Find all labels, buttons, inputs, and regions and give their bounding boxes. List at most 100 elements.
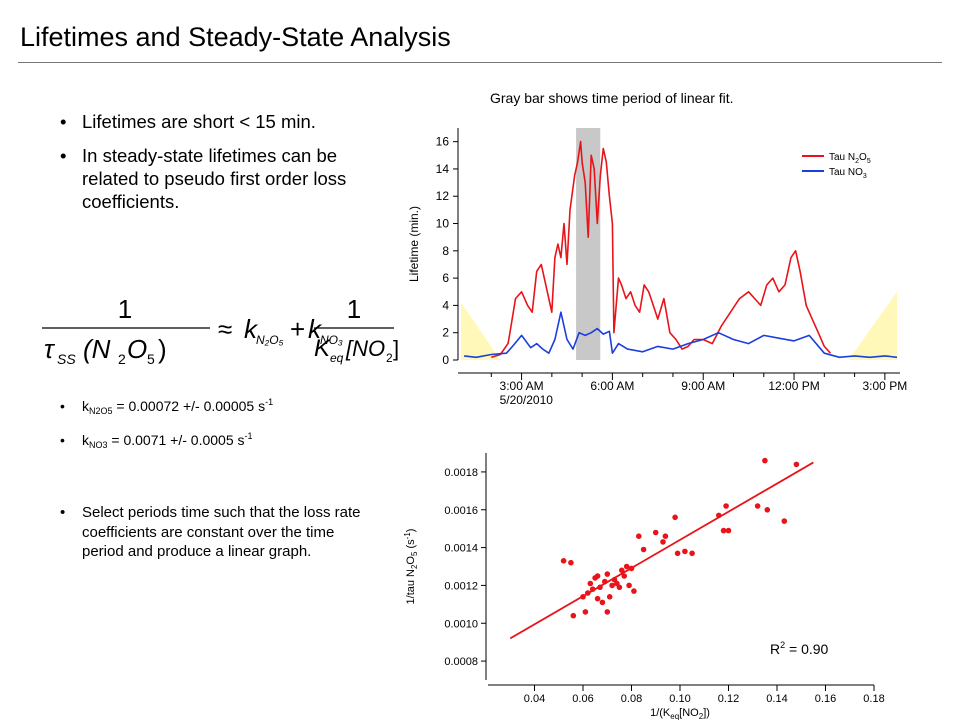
bullet-steady-state: In steady-state lifetimes can be related…	[60, 144, 390, 213]
eq-no2: [NO	[345, 336, 385, 361]
x-tick-label: 0.04	[524, 693, 545, 705]
y-tick-label: 0.0014	[444, 543, 478, 555]
fit-window-bar	[576, 128, 601, 360]
scatter-point	[619, 567, 625, 574]
k-no3-sub: NO3	[89, 440, 108, 450]
eq-k1-sub: N₂O₅	[256, 333, 284, 347]
k-no3-symbol: k	[82, 432, 89, 448]
scatter-point	[585, 590, 591, 596]
scatter-point	[626, 582, 632, 589]
x-tick-label: 0.08	[621, 693, 642, 705]
eq-tau: τ	[44, 334, 56, 364]
eq-n2o5-sub: 2	[118, 351, 126, 367]
y-tick-label: 0.0008	[444, 656, 478, 668]
night-shade-right	[848, 291, 897, 360]
k-no3-value: = 0.0071 +/- 0.0005 s	[107, 432, 245, 448]
scatter-point	[689, 550, 695, 557]
scatter-point	[652, 529, 659, 536]
scatter-point	[640, 546, 647, 553]
eq-k2: k	[308, 314, 323, 344]
eq-no2-sub: 2	[386, 351, 393, 365]
x-tick-label: 0.18	[863, 693, 884, 705]
y-tick-label: 2	[442, 326, 449, 340]
scatter-point	[762, 457, 768, 464]
eq-no2-close: ]	[393, 336, 399, 361]
k-n2o5-symbol: k	[82, 398, 89, 414]
y-tick-label: 0.0012	[444, 580, 478, 592]
scatter-point	[725, 527, 732, 534]
k-n2o5-sub: N2O5	[89, 406, 113, 416]
bullet-lifetimes: Lifetimes are short < 15 min.	[60, 110, 390, 133]
fit-line	[509, 461, 814, 640]
eq-plus: +	[290, 314, 305, 344]
y-tick-label: 0.0018	[444, 467, 478, 479]
x-tick-label: 3:00 AM	[500, 379, 544, 393]
y-tick-label: 0	[442, 353, 449, 367]
scatter-point	[594, 573, 601, 579]
x-tick-label: 6:00 AM	[590, 379, 634, 393]
scatter-point	[599, 599, 606, 606]
scatter-point	[720, 527, 727, 534]
x-tick-label: 9:00 AM	[681, 379, 725, 393]
scatter-point	[636, 533, 642, 539]
y-tick-label: 14	[436, 162, 450, 176]
eq-lhs-numerator: 1	[118, 294, 132, 324]
scatter-point	[589, 586, 596, 592]
series-line-tau-n2o5	[491, 140, 831, 359]
scatter-point	[660, 539, 666, 545]
y-tick-label: 4	[442, 298, 449, 312]
scatter-point	[568, 559, 574, 566]
page-title: Lifetimes and Steady-State Analysis	[20, 22, 451, 52]
coefficient-bullets: kN2O5 = 0.00072 +/- 0.00005 s-1 kNO3 = 0…	[60, 397, 390, 466]
scatter-point	[628, 565, 635, 572]
y-tick-label: 12	[436, 189, 450, 203]
scatter-point	[606, 594, 613, 600]
scatter-point	[609, 582, 615, 589]
eq-n2o5-n: (N	[83, 334, 111, 364]
x-date-label: 5/20/2010	[500, 393, 554, 407]
scatter-point	[793, 461, 800, 468]
k-n2o5-unit-sup: -1	[265, 397, 274, 407]
lifetime-timeseries-chart: 0 2 4 6 8 10 12 14 16 3:00 AM 6:00 AM 9:00 AM 12:00 …	[407, 128, 908, 407]
scatter-point	[723, 503, 729, 509]
eq-eq-sub: eq	[330, 351, 344, 365]
scatter-point	[604, 571, 611, 577]
x-tick-label: 0.14	[766, 693, 787, 705]
main-bullets: Lifetimes are short < 15 min. In steady-…	[60, 110, 390, 224]
scatter-point	[623, 563, 630, 570]
scatter-point	[616, 584, 623, 591]
scatter-point	[672, 514, 678, 521]
bullet-k-no3: kNO3 = 0.0071 +/- 0.0005 s-1	[60, 431, 390, 450]
eq-approx: ≈	[218, 314, 232, 344]
title-divider	[18, 62, 942, 63]
scatter-point	[764, 507, 771, 513]
scatter-point	[587, 580, 594, 587]
scatter-point	[580, 594, 586, 600]
y-tick-label: 8	[442, 244, 449, 258]
scatter-point	[754, 503, 761, 509]
steady-state-equation: 1 τ SS (N 2 O 5 ) ≈ k N₂O₅ + k NO₃	[42, 294, 343, 367]
scatter-point	[597, 584, 603, 591]
method-bullets: Select periods time such that the loss r…	[60, 503, 370, 562]
k-n2o5-value: = 0.00072 +/- 0.00005 s	[112, 398, 266, 414]
bullet-select-periods: Select periods time such that the loss r…	[60, 503, 370, 562]
x-tick-label: 0.16	[815, 693, 836, 705]
scatter-point	[662, 533, 669, 539]
y-tick-label: 0.0010	[444, 618, 478, 630]
k-no3-unit-sup: -1	[244, 431, 253, 441]
legend-label: Tau NO3	[829, 167, 867, 180]
y-tick-label: 0.0016	[444, 505, 478, 517]
y-axis-label: 1/tau N2O5 (s-1)	[403, 529, 419, 605]
y-axis-label: Lifetime (min.)	[407, 206, 421, 282]
series-line-tau-no3	[464, 311, 898, 359]
scatter-point	[781, 518, 788, 524]
scatter-point	[716, 512, 722, 519]
x-tick-label: 3:00 PM	[863, 379, 908, 393]
x-tick-label: 0.10	[669, 693, 690, 705]
x-tick-label: 12:00 PM	[768, 379, 819, 393]
x-tick-label: 0.12	[718, 693, 739, 705]
scatter-point	[570, 612, 577, 619]
scatter-point	[594, 595, 601, 602]
equation-rhs-fraction: 1 K eq [NO 2 ]	[314, 294, 399, 365]
eq-ss: SS	[57, 351, 76, 367]
